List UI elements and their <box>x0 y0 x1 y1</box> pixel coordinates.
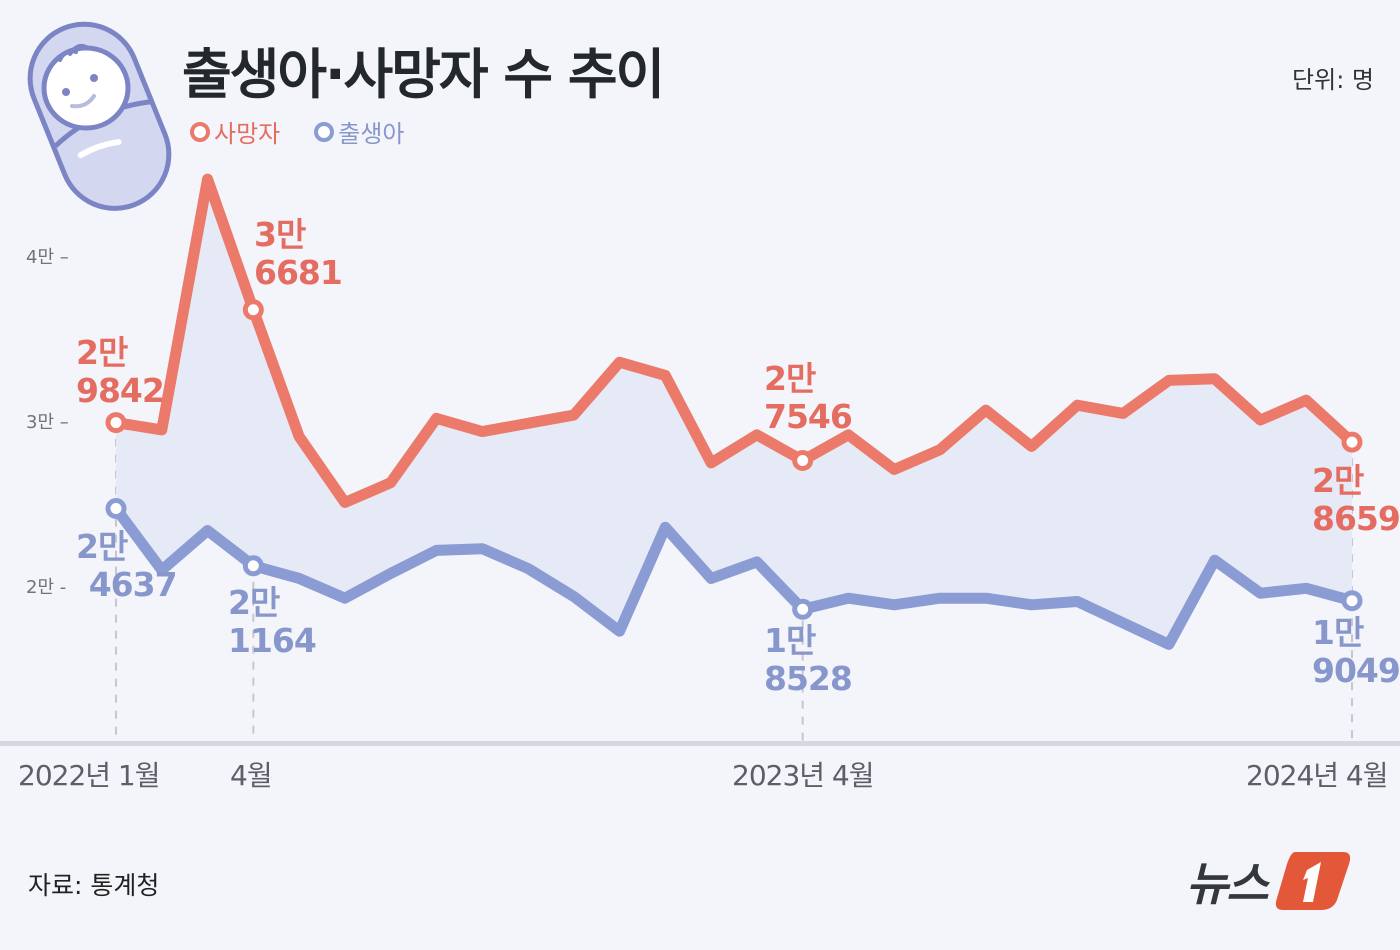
gap-area <box>116 179 1352 645</box>
legend-item-births: 출생아 <box>314 114 405 149</box>
label-deaths-2024-04: 2만 8659 <box>1312 461 1400 538</box>
legend-label-births: 출생아 <box>338 120 405 148</box>
baby-illustration <box>27 21 172 211</box>
label-births-2024-04: 1만 9049 <box>1312 613 1400 690</box>
births-marker-icon <box>314 121 335 142</box>
data-point-marker <box>105 412 127 434</box>
logo-text: 뉴스 <box>1186 857 1269 911</box>
label-births-2023-04: 1만 8528 <box>764 621 853 698</box>
label-deaths-2023-04: 2만 7546 <box>764 359 853 436</box>
x-label-2024-04: 2024년 4월 <box>1246 759 1388 792</box>
label-deaths-2022-01: 2만 9842 <box>76 333 165 410</box>
legend-label-deaths: 사망자 <box>214 120 281 148</box>
data-point-marker <box>1341 431 1363 453</box>
deaths-marker-icon <box>190 121 210 142</box>
x-label-2022-04: 4월 <box>230 759 273 792</box>
deaths-line <box>110 173 1358 508</box>
legend: 사망자 출생아 <box>190 114 405 149</box>
legend-item-deaths: 사망자 <box>190 114 280 149</box>
y-tick-40000: 4만 – <box>26 247 69 268</box>
y-tick-20000: 2만 - <box>26 577 67 598</box>
data-point-marker <box>242 299 264 321</box>
y-tick-30000: 3만 – <box>26 412 69 433</box>
x-axis-baseline <box>0 741 1400 746</box>
data-point-marker <box>792 449 814 471</box>
unit-label: 단위: 명 <box>1292 66 1374 94</box>
data-point-marker <box>792 598 814 620</box>
label-births-2022-01: 2만 -4637 <box>76 527 178 604</box>
births-line <box>110 502 1358 650</box>
x-label-2023-04: 2023년 4월 <box>732 759 874 792</box>
news1-badge-icon <box>1275 852 1350 910</box>
source-note: 자료: 통계청 <box>28 871 160 900</box>
data-point-marker <box>242 555 264 577</box>
news1-logo: 뉴스 <box>1186 848 1353 914</box>
label-deaths-2022-04: 3만 6681 <box>254 215 343 292</box>
x-label-2022-01: 2022년 1월 <box>18 759 160 792</box>
data-point-marker <box>1341 590 1363 612</box>
chart-title: 출생아·사망자 수 추이 <box>182 43 665 106</box>
data-point-marker <box>105 497 127 519</box>
label-births-2022-04: 2만 1164 <box>228 583 317 660</box>
